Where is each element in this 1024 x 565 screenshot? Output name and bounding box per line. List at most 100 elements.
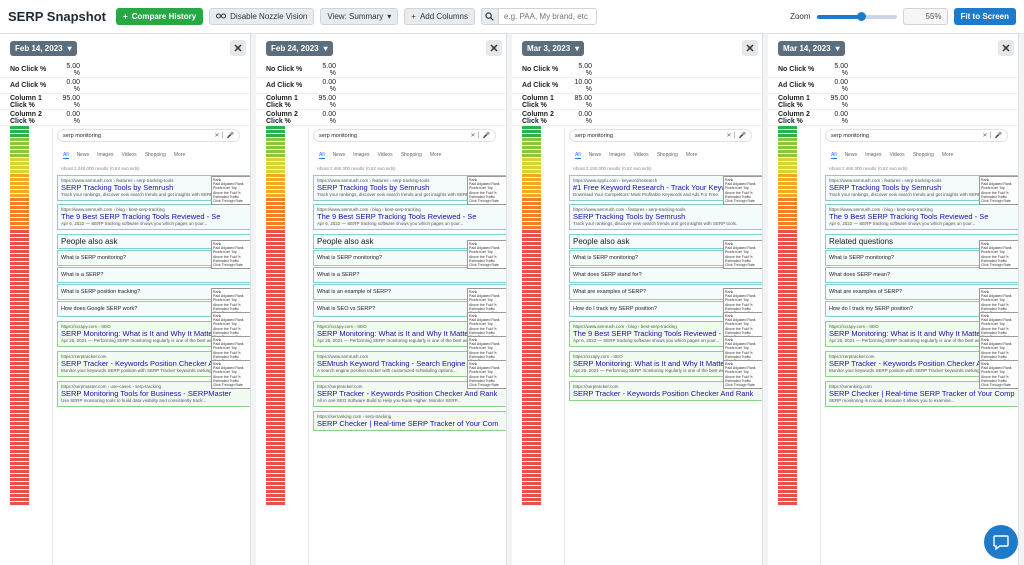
date-select[interactable]: Mar 14, 2023 ▾ bbox=[778, 40, 845, 56]
heatmap-bar bbox=[266, 370, 285, 373]
heatmap-bar bbox=[266, 366, 285, 369]
stat-label: Estimated Traffic bbox=[981, 330, 1008, 335]
zoom-slider[interactable] bbox=[816, 11, 897, 21]
heatmap-bar bbox=[522, 334, 541, 337]
heatmap-bar bbox=[778, 186, 797, 189]
search-result: https://www.semrush.com › blog › best-se… bbox=[57, 204, 250, 230]
date-select[interactable]: Feb 14, 2023 ▾ bbox=[10, 40, 77, 56]
stat-label: Rank bbox=[213, 338, 222, 342]
heatmap-bar bbox=[778, 446, 797, 449]
heatmap-bar bbox=[778, 438, 797, 441]
close-icon: ✕ │ 🎤 bbox=[982, 133, 1002, 139]
heatmap-bar bbox=[522, 394, 541, 397]
heatmap-bar bbox=[778, 182, 797, 185]
stat-label: Estimated Traffic bbox=[981, 378, 1008, 383]
disable-nozzle-vision-button[interactable]: Disable Nozzle Vision bbox=[209, 8, 315, 25]
result-snippet: Apr 6, 2022 — SERP tracking software sho… bbox=[317, 221, 464, 226]
close-icon: ✕ bbox=[1001, 42, 1011, 55]
heatmap-bar bbox=[266, 378, 285, 381]
heatmap-bar bbox=[778, 494, 797, 497]
heatmap-bar bbox=[10, 270, 29, 273]
stat-label: Estimated Traffic bbox=[213, 194, 240, 199]
metrics-table: No Click % 5.00 % Ad Click % 0.00 % Column 1… bbox=[0, 62, 250, 126]
heatmap-bar bbox=[10, 166, 29, 169]
heatmap-bar bbox=[266, 314, 285, 317]
stat-label: Pixels from Top bbox=[725, 322, 749, 327]
paa-question: What is SERP monitoring? bbox=[313, 250, 506, 266]
heatmap-bar bbox=[778, 206, 797, 209]
heatmap-bar bbox=[10, 266, 29, 269]
click-heatmap bbox=[266, 126, 285, 506]
close-icon: ✕ bbox=[745, 42, 755, 55]
heatmap-bar bbox=[10, 142, 29, 145]
stat-label: Paid Adjusted Rank bbox=[725, 182, 756, 187]
heatmap-bar bbox=[266, 254, 285, 257]
close-column-button[interactable]: ✕ bbox=[998, 40, 1014, 56]
heatmap-bar bbox=[10, 146, 29, 149]
stat-label: Pixels from Top bbox=[725, 186, 749, 191]
heatmap-bar bbox=[778, 214, 797, 217]
metrics-table: No Click % 5.00 % Ad Click % 10.00 % Column … bbox=[512, 62, 762, 126]
google-tab: All bbox=[831, 152, 837, 159]
stat-label: Above the Fold % bbox=[725, 190, 753, 195]
heatmap-bar bbox=[10, 258, 29, 261]
stat-label: Above the Fold % bbox=[725, 254, 753, 259]
heatmap-bar bbox=[778, 190, 797, 193]
heatmap-bar bbox=[522, 258, 541, 261]
date-select[interactable]: Feb 24, 2023 ▾ bbox=[266, 40, 333, 56]
metric-row: Ad Click % 0.00 % bbox=[0, 78, 250, 94]
heatmap-bar bbox=[266, 398, 285, 401]
paa-question: What is SERP monitoring? bbox=[57, 250, 250, 266]
result-title: SERP Checker | Real-time SERP Tracker of… bbox=[829, 389, 1015, 398]
heatmap-bar bbox=[522, 318, 541, 321]
date-select[interactable]: Mar 3, 2023 ▾ bbox=[522, 40, 585, 56]
zoom-value-field[interactable]: 55% bbox=[902, 8, 948, 25]
heatmap-bar bbox=[522, 486, 541, 489]
fit-to-screen-button[interactable]: Fit to Screen bbox=[953, 8, 1016, 25]
heatmap-bar bbox=[778, 318, 797, 321]
search-input[interactable] bbox=[498, 8, 597, 25]
heatmap-bar bbox=[266, 466, 285, 469]
stat-label: Click Through Rate bbox=[981, 199, 1011, 204]
zoom-label: Zoom bbox=[790, 12, 811, 21]
result-snippet: Monitor your keywords SERP position with… bbox=[61, 368, 213, 373]
glasses-icon bbox=[216, 12, 227, 21]
stat-label: Paid Adjusted Rank bbox=[725, 342, 756, 347]
chat-button[interactable] bbox=[984, 525, 1018, 559]
view-select[interactable]: View: Summary ▾ bbox=[320, 8, 399, 25]
close-icon: ✕ bbox=[489, 42, 499, 55]
heatmap-bar bbox=[522, 446, 541, 449]
search-icon[interactable] bbox=[480, 8, 499, 25]
close-column-button[interactable]: ✕ bbox=[742, 40, 758, 56]
stat-label: Pixels from Top bbox=[981, 346, 1005, 351]
heatmap-bar bbox=[778, 370, 797, 373]
heatmap-bar bbox=[778, 210, 797, 213]
heatmap-bar bbox=[10, 438, 29, 441]
result-stats-box: Rank Paid Adjusted Rank Pixels from Top Abo… bbox=[211, 360, 250, 390]
result-stats-box: Rank Paid Adjusted Rank Pixels from Top Abo… bbox=[979, 240, 1018, 270]
stat-label: Above the Fold % bbox=[725, 374, 753, 379]
heatmap-bar bbox=[778, 422, 797, 425]
heatmap-bar bbox=[778, 374, 797, 377]
stat-label: Rank bbox=[981, 178, 990, 182]
stat-label: Above the Fold % bbox=[469, 350, 497, 355]
heatmap-bar bbox=[10, 490, 29, 493]
close-column-button[interactable]: ✕ bbox=[230, 40, 246, 56]
heatmap-bar bbox=[778, 366, 797, 369]
stat-label: Pixels from Top bbox=[725, 298, 749, 303]
stat-label: Rank bbox=[981, 338, 990, 342]
add-columns-button[interactable]: + Add Columns bbox=[404, 8, 475, 25]
google-tab: News bbox=[76, 152, 90, 158]
heatmap-bar bbox=[522, 310, 541, 313]
zoom-slider-thumb[interactable] bbox=[856, 11, 866, 21]
plus-icon: + bbox=[123, 12, 128, 21]
result-title: The 9 Best SERP Tracking Tools Reviewed … bbox=[573, 329, 733, 338]
stat-label: Pixels from Top bbox=[981, 186, 1005, 191]
heatmap-bar bbox=[266, 390, 285, 393]
heatmap-bar bbox=[266, 490, 285, 493]
stat-label: Paid Adjusted Rank bbox=[213, 182, 244, 187]
close-column-button[interactable]: ✕ bbox=[486, 40, 502, 56]
heatmap-bar bbox=[778, 314, 797, 317]
compare-history-button[interactable]: + Compare History bbox=[116, 8, 204, 25]
google-tab: Shopping bbox=[400, 152, 422, 158]
